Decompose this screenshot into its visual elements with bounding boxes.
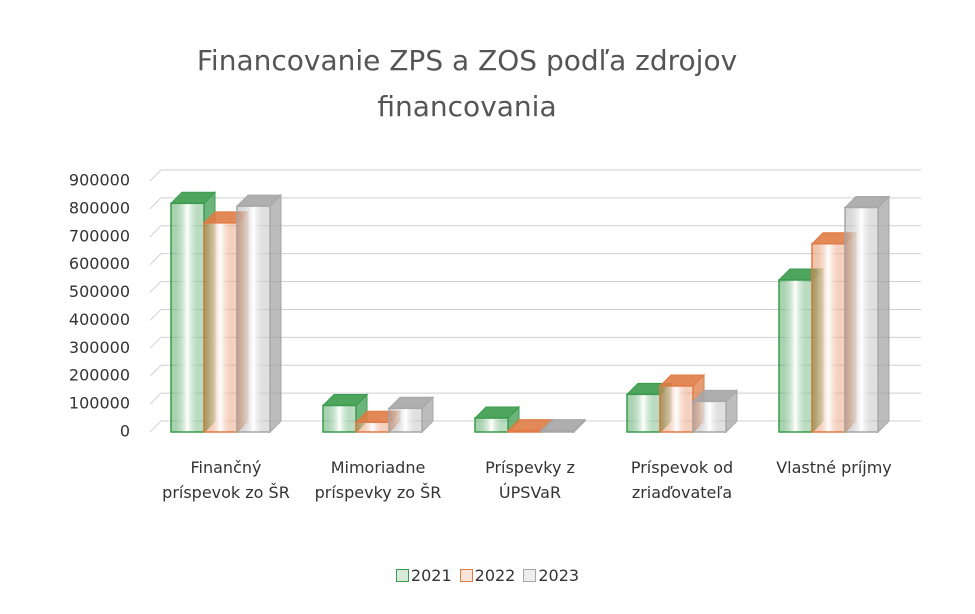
bar [235,193,283,434]
legend-item: 2021 [395,566,452,585]
grid-line [149,364,921,377]
legend-label: 2022 [474,566,516,585]
y-tick-label: 100000 [69,394,130,413]
legend-swatch [523,569,537,582]
x-tick-label: Vlastné príjmy [776,458,892,477]
legend-swatch [395,569,409,582]
bar [843,195,891,434]
y-tick-label: 500000 [69,282,130,301]
y-tick-label: 800000 [69,198,130,217]
grid-line [149,336,921,349]
legend-label: 2023 [538,566,580,585]
y-tick-label: 0 [120,422,130,441]
legend-item: 2022 [459,566,516,585]
x-tick-label: Príspevok od zriaďovateľa [630,458,734,502]
x-tick-label: Mimoriadne príspevky zo ŠR [314,458,442,502]
grid-line [149,169,921,182]
legend-label: 2021 [410,566,452,585]
grid-line [149,281,921,293]
y-tick-label: 900000 [69,171,130,190]
grid-line [149,253,921,266]
legend-swatch [459,569,473,582]
legend: 2021 2022 2023 [0,566,975,585]
bar [539,418,587,434]
grid-line [149,197,921,210]
bar [473,405,521,434]
bar [387,396,435,434]
x-tick-label: Príspevky z ÚPSVaR [485,458,575,502]
legend-item: 2023 [523,566,579,585]
grid-line [149,308,921,321]
x-tick-label: Finančný príspevok zo ŠR [162,458,290,502]
y-tick-label: 200000 [69,366,130,385]
y-tick-label: 400000 [69,310,130,329]
grid-line [149,225,921,238]
y-tick-label: 600000 [69,254,130,273]
bar [691,389,739,434]
chart-title: Financovanie ZPS a ZOS podľa zdrojov fin… [196,44,738,123]
y-tick-label: 300000 [69,338,130,357]
y-tick-label: 700000 [69,226,130,245]
